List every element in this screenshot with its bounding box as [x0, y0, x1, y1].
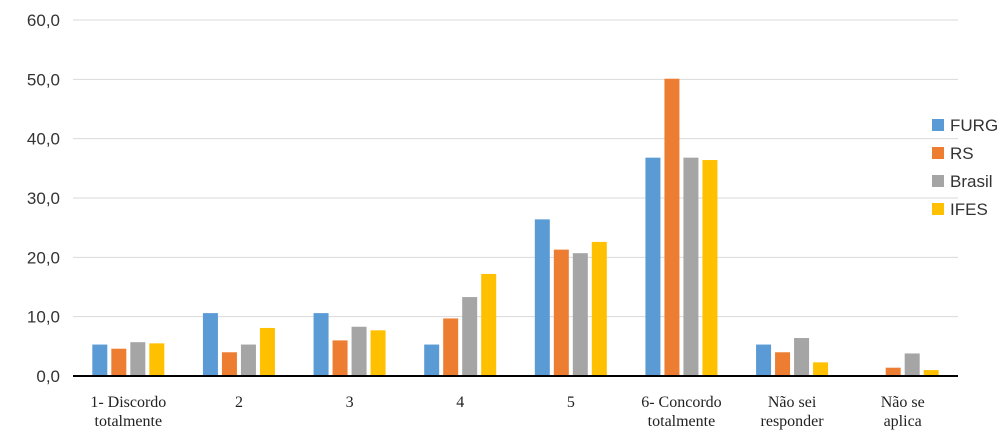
bar-brasil-3 — [462, 297, 478, 376]
y-tick-label: 50,0 — [27, 70, 60, 89]
bar-rs-6 — [775, 352, 791, 376]
y-tick-label: 10,0 — [27, 308, 60, 327]
bar-furg-3 — [424, 344, 440, 376]
x-category-label: totalmente — [95, 413, 163, 430]
y-tick-label: 30,0 — [27, 189, 60, 208]
x-category-label: 3 — [346, 394, 354, 411]
bar-brasil-2 — [351, 326, 367, 376]
bar-rs-4 — [553, 249, 569, 376]
bar-brasil-0 — [130, 342, 146, 376]
x-category-label: 6- Concordo — [641, 394, 721, 411]
y-tick-label: 20,0 — [27, 248, 60, 267]
bars — [92, 78, 939, 377]
bar-rs-5 — [664, 78, 680, 377]
bar-ifes-6 — [813, 362, 829, 376]
legend-swatch-ifes — [932, 203, 944, 215]
bar-furg-2 — [313, 313, 329, 376]
gridlines — [73, 19, 958, 318]
bar-rs-1 — [221, 352, 237, 376]
y-tick-label: 40,0 — [27, 130, 60, 149]
x-axis-category-labels: 1- Discordo totalmente 2 3 4 5 6- Concordo tota… — [90, 394, 924, 430]
y-axis-tick-labels: 0,0 10,0 20,0 30,0 40,0 50,0 60,0 — [27, 11, 60, 386]
x-category-label: Não sei — [768, 394, 817, 411]
x-category-label: totalmente — [648, 413, 716, 430]
bar-furg-4 — [534, 219, 550, 376]
bar-rs-0 — [111, 348, 127, 376]
legend-label-furg: FURG — [950, 116, 998, 135]
legend: FURG RS Brasil IFES — [932, 116, 998, 219]
x-category-label: 2 — [235, 394, 243, 411]
bar-ifes-3 — [481, 273, 497, 376]
legend-swatch-rs — [932, 147, 944, 159]
legend-swatch-brasil — [932, 175, 944, 187]
bar-rs-3 — [443, 318, 459, 376]
x-category-label: 5 — [567, 394, 575, 411]
x-category-label: 1- Discordo — [90, 394, 166, 411]
bar-rs-2 — [332, 340, 348, 376]
bar-ifes-0 — [149, 343, 165, 376]
bar-ifes-4 — [591, 241, 607, 376]
legend-label-ifes: IFES — [950, 200, 988, 219]
bar-furg-6 — [756, 344, 772, 376]
x-category-label: responder — [761, 413, 825, 430]
bar-brasil-4 — [572, 253, 588, 376]
legend-label-brasil: Brasil — [950, 172, 993, 191]
bar-ifes-1 — [259, 327, 275, 376]
x-category-label: 4 — [456, 394, 464, 411]
bar-rs-7 — [885, 367, 901, 376]
bar-brasil-7 — [904, 353, 920, 376]
bar-brasil-1 — [240, 344, 256, 376]
bar-ifes-2 — [370, 330, 386, 376]
bar-furg-5 — [645, 157, 661, 376]
bar-furg-1 — [202, 313, 218, 376]
bar-brasil-5 — [683, 157, 699, 376]
y-tick-label: 60,0 — [27, 11, 60, 30]
y-tick-label: 0,0 — [36, 367, 60, 386]
bar-furg-0 — [92, 344, 108, 376]
legend-label-rs: RS — [950, 144, 974, 163]
x-category-label: aplica — [884, 413, 922, 430]
legend-swatch-furg — [932, 119, 944, 131]
bar-brasil-6 — [794, 338, 810, 376]
x-category-label: Não se — [881, 394, 925, 411]
bar-ifes-7 — [923, 370, 939, 376]
bar-ifes-5 — [702, 160, 718, 376]
